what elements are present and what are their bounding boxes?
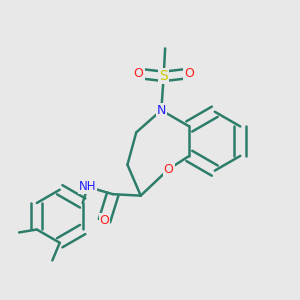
Text: S: S: [159, 69, 168, 83]
Text: O: O: [100, 214, 110, 227]
Text: N: N: [157, 104, 166, 117]
Text: O: O: [184, 67, 194, 80]
Text: O: O: [134, 67, 144, 80]
Text: O: O: [164, 163, 174, 176]
Text: NH: NH: [79, 180, 96, 193]
